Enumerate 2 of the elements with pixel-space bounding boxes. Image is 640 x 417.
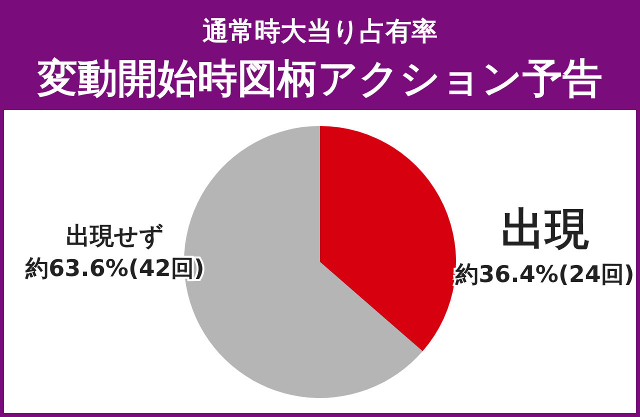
title: 変動開始時図柄アクション予告 [38, 56, 602, 102]
subtitle: 通常時大当り占有率 [202, 17, 438, 47]
